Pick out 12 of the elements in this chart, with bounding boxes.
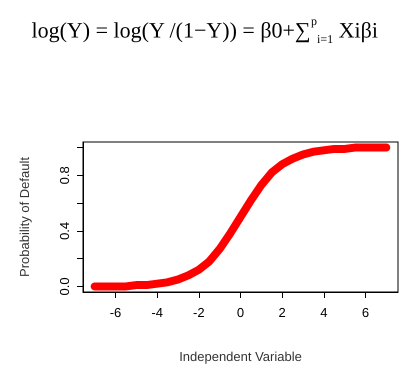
x-tick-label: 0 bbox=[236, 305, 244, 320]
y-tick-label: 0.4 bbox=[57, 222, 72, 240]
x-tick-label: 4 bbox=[320, 305, 328, 320]
x-tick-label: 2 bbox=[278, 305, 286, 320]
x-tick-label: -6 bbox=[110, 305, 122, 320]
y-axis-title: Probability of Default bbox=[17, 156, 32, 277]
x-tick-label: 6 bbox=[362, 305, 370, 320]
x-tick-label: -4 bbox=[151, 305, 163, 320]
y-tick-label: 0.8 bbox=[57, 166, 72, 184]
x-axis-title: Independent Variable bbox=[179, 349, 302, 364]
x-tick-label: -2 bbox=[193, 305, 205, 320]
y-tick-label: 0.0 bbox=[57, 277, 72, 296]
